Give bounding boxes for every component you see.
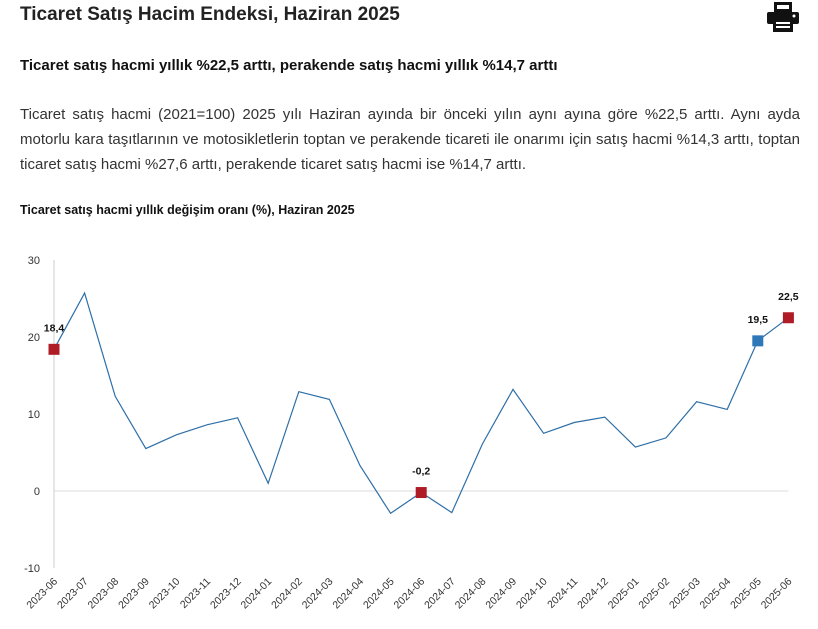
summary-paragraph: Ticaret satış hacmi (2021=100) 2025 yılı… xyxy=(20,106,800,173)
x-tick-label: 2023-09 xyxy=(116,576,152,612)
x-tick-label: 2024-05 xyxy=(361,576,397,612)
x-tick-label: 2024-10 xyxy=(514,576,550,612)
y-tick-label: 10 xyxy=(28,409,40,421)
data-point-marker xyxy=(752,335,764,347)
x-tick-label: 2023-08 xyxy=(86,576,122,612)
x-tick-label: 2024-11 xyxy=(545,576,580,611)
y-tick-label: 30 xyxy=(28,255,40,267)
data-label: 18,4 xyxy=(44,322,65,334)
x-tick-label: 2025-05 xyxy=(728,576,764,612)
x-tick-label: 2025-03 xyxy=(667,576,703,612)
x-tick-label: 2023-12 xyxy=(208,576,244,612)
print-button[interactable] xyxy=(766,2,800,32)
x-tick-label: 2024-04 xyxy=(330,576,366,612)
x-tick-label: 2025-04 xyxy=(698,576,734,612)
x-tick-label: 2024-06 xyxy=(392,576,428,612)
page-title: Ticaret Satış Hacim Endeksi, Haziran 202… xyxy=(20,4,400,25)
data-label: 22,5 xyxy=(778,291,799,303)
y-tick-label: 20 xyxy=(28,332,40,344)
x-tick-label: 2025-06 xyxy=(759,576,795,612)
x-tick-label: 2023-07 xyxy=(55,576,91,612)
data-label: 19,5 xyxy=(748,314,769,326)
x-tick-label: 2023-11 xyxy=(178,576,213,611)
x-tick-label: 2024-12 xyxy=(575,576,611,612)
x-tick-label: 2023-06 xyxy=(24,576,60,612)
y-tick-label: -10 xyxy=(24,563,40,575)
y-tick-label: 0 xyxy=(34,486,40,498)
data-point-marker xyxy=(782,312,794,324)
x-tick-label: 2023-10 xyxy=(147,576,183,612)
x-tick-label: 2024-09 xyxy=(483,576,519,612)
x-tick-label: 2024-07 xyxy=(422,576,458,612)
x-tick-label: 2025-01 xyxy=(606,576,642,612)
x-tick-label: 2024-03 xyxy=(300,576,336,612)
x-tick-label: 2024-01 xyxy=(239,576,275,612)
data-label: -0,2 xyxy=(412,466,430,478)
series-line xyxy=(53,291,789,515)
chart-title: Ticaret satış hacmi yıllık değişim oranı… xyxy=(20,203,355,217)
data-point-marker xyxy=(415,487,427,499)
x-tick-label: 2024-02 xyxy=(269,576,305,612)
printer-icon xyxy=(767,2,799,32)
data-point-marker xyxy=(48,343,60,355)
line-chart: 3020100-102023-062023-072023-082023-0920… xyxy=(24,255,799,612)
x-tick-label: 2024-08 xyxy=(453,576,489,612)
page-subtitle: Ticaret satış hacmi yıllık %22,5 arttı, … xyxy=(20,57,558,74)
x-tick-label: 2025-02 xyxy=(636,576,672,612)
